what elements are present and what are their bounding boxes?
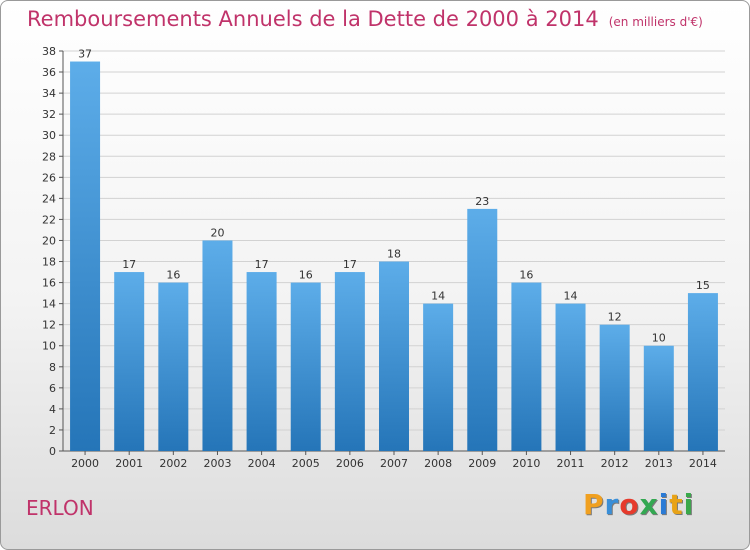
- y-tick-label: 28: [42, 150, 56, 163]
- bar-2010: [511, 282, 542, 451]
- data-label: 10: [652, 332, 666, 345]
- y-tick-label: 30: [42, 129, 56, 142]
- y-tick-label: 10: [42, 340, 56, 353]
- data-label: 14: [564, 290, 578, 303]
- y-tick-label: 16: [42, 277, 56, 290]
- data-label: 17: [255, 258, 269, 271]
- chart-title-text: Remboursements Annuels de la Dette de 20…: [27, 7, 599, 31]
- x-tick-label: 2000: [71, 457, 99, 470]
- x-tick-label: 2007: [380, 457, 408, 470]
- bar-2014: [687, 293, 718, 451]
- data-label: 23: [475, 195, 489, 208]
- data-label: 20: [210, 226, 224, 239]
- logo-letter: o: [619, 488, 640, 521]
- y-tick-label: 6: [49, 382, 56, 395]
- chart-unit: (en milliers d'€): [608, 15, 703, 29]
- y-tick-label: 32: [42, 108, 56, 121]
- bar-2007: [379, 261, 409, 451]
- logo-letter: i: [683, 488, 695, 521]
- x-tick-label: 2002: [159, 457, 187, 470]
- y-tick-label: 36: [42, 66, 56, 79]
- bar-2001: [114, 272, 145, 451]
- y-tick-label: 18: [42, 256, 56, 269]
- bar-2005: [290, 282, 321, 451]
- data-label: 16: [299, 269, 313, 282]
- bar-2012: [599, 324, 630, 451]
- data-label: 17: [343, 258, 357, 271]
- data-label: 15: [696, 279, 710, 292]
- data-label: 18: [387, 248, 401, 261]
- y-tick-label: 26: [42, 171, 56, 184]
- data-label: 14: [431, 290, 445, 303]
- x-tick-label: 2009: [468, 457, 496, 470]
- x-tick-label: 2006: [336, 457, 364, 470]
- bar-2006: [334, 272, 365, 451]
- x-tick-label: 2011: [557, 457, 585, 470]
- y-tick-label: 8: [49, 361, 56, 374]
- y-tick-label: 34: [42, 87, 56, 100]
- x-tick-label: 2010: [512, 457, 540, 470]
- proxiti-logo[interactable]: Proxiti: [583, 488, 694, 521]
- y-tick-label: 12: [42, 319, 56, 332]
- x-tick-label: 2001: [115, 457, 143, 470]
- commune-name: ERLON: [26, 496, 94, 520]
- bar-2009: [467, 208, 498, 451]
- data-label: 16: [166, 269, 180, 282]
- bar-2003: [202, 240, 233, 451]
- x-tick-label: 2005: [292, 457, 320, 470]
- y-tick-label: 2: [49, 424, 56, 437]
- y-tick-label: 22: [42, 213, 56, 226]
- data-labels: 37 17 16 20 17 16 17 18 14 23 16 14 12 10 15: [78, 48, 710, 345]
- logo-letter: P: [583, 488, 605, 521]
- x-tick-label: 2003: [203, 457, 231, 470]
- x-tick-label: 2004: [248, 457, 276, 470]
- x-tick-label: 2012: [601, 457, 629, 470]
- bar-2000: [70, 61, 101, 452]
- logo-letter: i: [658, 488, 670, 521]
- x-tick-label: 2014: [689, 457, 717, 470]
- y-tick-label: 20: [42, 234, 56, 247]
- chart-title: Remboursements Annuels de la Dette de 20…: [27, 7, 703, 31]
- bar-2008: [423, 303, 454, 451]
- y-tick-label: 4: [49, 403, 56, 416]
- logo-letter: x: [639, 488, 659, 521]
- data-label: 16: [519, 269, 533, 282]
- bars: [70, 61, 718, 452]
- data-label: 17: [122, 258, 136, 271]
- y-tick-label: 24: [42, 192, 56, 205]
- y-tick-label: 0: [49, 445, 56, 458]
- data-label: 12: [608, 311, 622, 324]
- x-tick-label: 2013: [645, 457, 673, 470]
- data-label: 37: [78, 48, 92, 61]
- bar-2002: [158, 282, 189, 451]
- bar-2013: [643, 345, 674, 451]
- bar-2004: [246, 272, 277, 451]
- x-tick-label: 2008: [424, 457, 452, 470]
- bar-2011: [555, 303, 586, 451]
- logo-letter: t: [669, 488, 684, 521]
- y-tick-label: 38: [42, 45, 56, 58]
- y-tick-label: 14: [42, 298, 56, 311]
- logo-letter: r: [604, 488, 620, 521]
